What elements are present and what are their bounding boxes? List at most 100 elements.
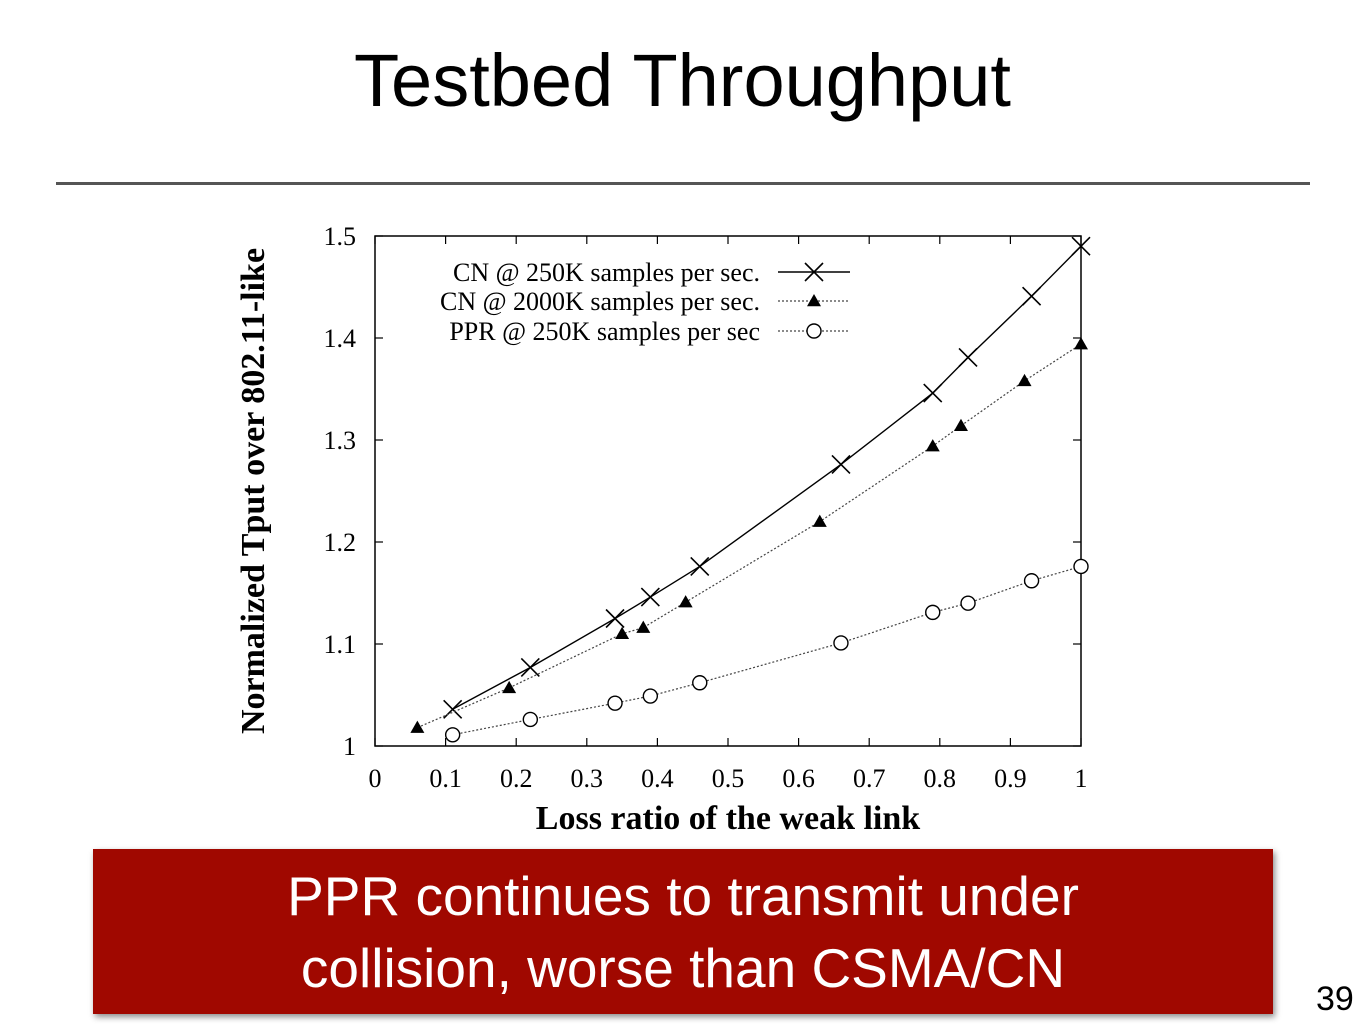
legend-marker <box>807 294 821 307</box>
triangle-marker <box>812 514 827 527</box>
x-axis-label: Loss ratio of the weak link <box>536 800 921 837</box>
triangle-marker <box>678 595 693 608</box>
triangle-marker <box>1017 373 1032 387</box>
x-tick-label: 0 <box>369 764 382 793</box>
legend-marker <box>804 262 824 282</box>
x-tick-label: 0.7 <box>853 764 886 793</box>
data-point <box>443 699 463 719</box>
x-marker-stroke <box>958 347 978 367</box>
data-point <box>1071 236 1091 256</box>
axis-ticks: 0 0.1 0.2 0.3 0.4 0.5 0.6 0.7 0.8 0.9 1 1 1.1 1.2 1.3 1… <box>324 222 1088 793</box>
data-point <box>605 608 625 629</box>
callout-line-1: PPR continues to transmit under <box>287 864 1079 927</box>
x-tick-label: 0.3 <box>571 764 604 793</box>
x-marker-stroke <box>640 587 660 607</box>
data-point <box>958 347 978 367</box>
data-point <box>1074 337 1088 350</box>
x-tick-label: 0.4 <box>641 764 674 793</box>
y-tick-label: 1.1 <box>324 630 357 659</box>
title-divider <box>56 182 1310 185</box>
triangle-marker <box>410 720 425 733</box>
callout-box: PPR continues to transmit under collisio… <box>93 849 1273 1014</box>
y-tick-label: 1.2 <box>324 528 357 557</box>
x-marker-stroke <box>831 454 851 475</box>
x-tick-label: 0.9 <box>994 764 1027 793</box>
circle-marker <box>692 675 708 691</box>
series-line <box>452 565 1082 736</box>
data-point <box>502 680 517 694</box>
x-tick-label: 0.6 <box>782 764 815 793</box>
series-line <box>417 343 1082 729</box>
triangle-marker <box>807 294 821 307</box>
circle-marker <box>960 595 976 611</box>
data-point <box>833 635 849 651</box>
legend-label: PPR @ 250K samples per sec <box>449 317 760 346</box>
triangle-marker <box>953 418 968 431</box>
circle-marker <box>833 635 849 651</box>
data-point <box>960 595 976 611</box>
series-line <box>452 245 1082 710</box>
x-marker-stroke <box>1071 236 1091 256</box>
x-tick-label: 0.1 <box>429 764 462 793</box>
series-layer <box>410 236 1091 743</box>
legend-label: CN @ 250K samples per sec. <box>453 258 760 287</box>
data-point <box>953 418 968 431</box>
slide-title: Testbed Throughput <box>354 39 1011 122</box>
data-point <box>642 688 659 704</box>
circle-marker <box>925 604 941 621</box>
y-tick-label: 1.4 <box>324 324 357 353</box>
data-point <box>812 514 827 527</box>
y-axis-label: Normalized Tput over 802.11-like <box>235 248 272 734</box>
data-point <box>636 620 651 633</box>
data-point <box>410 720 425 733</box>
data-point <box>522 711 539 728</box>
x-tick-label: 0.8 <box>924 764 957 793</box>
x-marker-stroke <box>690 556 710 577</box>
triangle-marker <box>925 439 940 452</box>
data-point <box>678 595 693 608</box>
callout-line-2: collision, worse than CSMA/CN <box>300 936 1066 999</box>
data-point <box>1073 558 1089 575</box>
data-point <box>923 383 943 403</box>
circle-marker <box>444 727 461 743</box>
triangle-marker <box>636 620 651 633</box>
page-number: 39 <box>1316 980 1354 1018</box>
triangle-marker <box>1074 337 1088 350</box>
triangle-marker <box>615 626 630 640</box>
data-point <box>520 657 540 678</box>
y-tick-label: 1.5 <box>324 222 357 251</box>
legend-marker <box>806 323 822 339</box>
data-point <box>607 695 623 711</box>
x-marker-stroke <box>804 262 824 282</box>
x-marker-stroke <box>923 383 943 403</box>
y-tick-label: 1.3 <box>324 426 357 455</box>
data-point <box>444 727 461 743</box>
data-point <box>1017 373 1032 387</box>
data-point <box>690 556 710 577</box>
x-tick-label: 0.2 <box>500 764 533 793</box>
legend-label: CN @ 2000K samples per sec. <box>440 287 760 316</box>
circle-marker <box>806 323 822 339</box>
x-tick-label: 0.5 <box>712 764 745 793</box>
x-tick-label: 1 <box>1075 764 1088 793</box>
legend: CN @ 250K samples per sec.CN @ 2000K sam… <box>440 258 850 346</box>
circle-marker <box>607 695 623 711</box>
data-point <box>1022 286 1042 306</box>
y-tick-label: 1 <box>343 732 356 761</box>
data-point <box>692 675 708 691</box>
circle-marker <box>522 711 539 728</box>
x-marker-stroke <box>443 699 463 719</box>
circle-marker <box>642 688 659 704</box>
x-marker-stroke <box>1022 286 1042 306</box>
x-marker-stroke <box>520 657 540 678</box>
data-point <box>925 439 940 452</box>
data-point <box>640 587 660 607</box>
circle-marker <box>1023 573 1040 589</box>
data-point <box>831 454 851 475</box>
data-point <box>925 604 941 621</box>
triangle-marker <box>502 680 517 694</box>
data-point <box>1023 573 1040 589</box>
x-marker-stroke <box>605 608 625 629</box>
circle-marker <box>1073 558 1089 575</box>
